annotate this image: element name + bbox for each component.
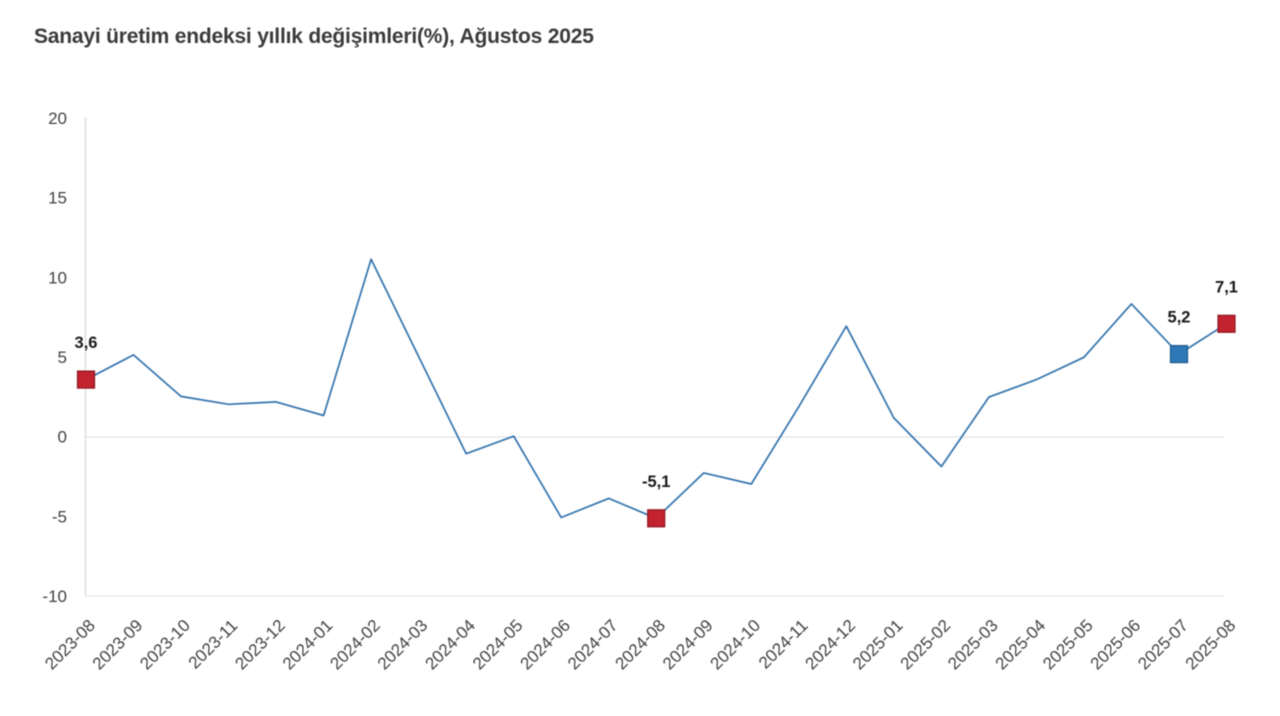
svg-text:2025-01: 2025-01 <box>849 616 907 674</box>
svg-text:2025-08: 2025-08 <box>1182 616 1240 674</box>
svg-text:2023-10: 2023-10 <box>136 616 194 674</box>
svg-text:2024-08: 2024-08 <box>611 616 669 674</box>
svg-text:2024-10: 2024-10 <box>707 616 765 674</box>
svg-text:2023-11: 2023-11 <box>185 616 242 673</box>
svg-text:20: 20 <box>48 109 67 128</box>
svg-text:2023-09: 2023-09 <box>89 616 147 674</box>
svg-text:2023-12: 2023-12 <box>231 616 289 674</box>
svg-text:-10: -10 <box>42 587 67 606</box>
svg-text:-5,1: -5,1 <box>642 473 670 491</box>
svg-text:2024-07: 2024-07 <box>564 616 622 674</box>
svg-text:2024-02: 2024-02 <box>326 616 384 674</box>
svg-text:7,1: 7,1 <box>1215 278 1238 296</box>
svg-text:2024-01: 2024-01 <box>279 616 337 674</box>
svg-text:15: 15 <box>48 189 67 208</box>
svg-text:5: 5 <box>58 348 67 367</box>
svg-text:2025-02: 2025-02 <box>897 616 955 674</box>
svg-text:2024-11: 2024-11 <box>755 616 812 673</box>
svg-text:2024-04: 2024-04 <box>421 616 479 674</box>
svg-text:2024-12: 2024-12 <box>802 616 860 674</box>
svg-text:2025-06: 2025-06 <box>1087 616 1145 674</box>
svg-text:2023-08: 2023-08 <box>41 616 99 674</box>
svg-text:2024-05: 2024-05 <box>469 616 527 674</box>
svg-text:3,6: 3,6 <box>75 334 98 352</box>
svg-text:2025-07: 2025-07 <box>1134 616 1192 674</box>
svg-text:2025-05: 2025-05 <box>1039 616 1097 674</box>
svg-text:2024-09: 2024-09 <box>659 616 717 674</box>
svg-text:2024-03: 2024-03 <box>374 616 432 674</box>
svg-text:2025-03: 2025-03 <box>944 616 1002 674</box>
svg-text:2025-04: 2025-04 <box>992 616 1050 674</box>
svg-text:2024-06: 2024-06 <box>516 616 574 674</box>
svg-text:-5: -5 <box>52 507 67 526</box>
svg-text:5,2: 5,2 <box>1168 309 1191 327</box>
svg-text:0: 0 <box>58 428 67 447</box>
svg-text:10: 10 <box>48 268 67 287</box>
